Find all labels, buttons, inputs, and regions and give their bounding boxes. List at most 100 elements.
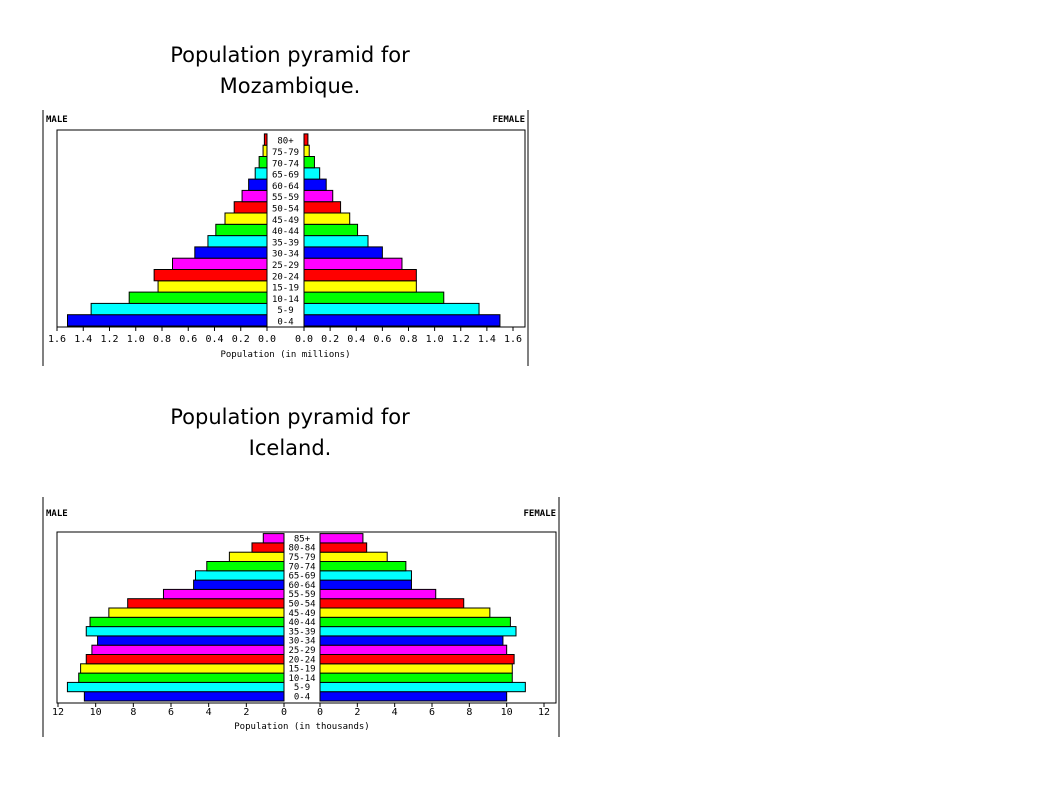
male-bar xyxy=(97,635,285,646)
left-tick-label: 1.0 xyxy=(127,334,145,345)
right-tick-label: 2 xyxy=(354,707,360,718)
left-tick-label: 12 xyxy=(52,707,64,718)
age-group-label: 70-74 xyxy=(272,159,299,169)
left-tick-label: 6 xyxy=(168,707,174,718)
female-bar xyxy=(303,246,383,259)
female-bar xyxy=(303,280,417,293)
iceland-title: Population pyramid for Iceland. xyxy=(90,402,490,464)
age-group-label: 5-9 xyxy=(294,683,310,693)
female-bar xyxy=(319,598,465,609)
right-tick-label: 1.0 xyxy=(426,334,444,345)
age-group-label: 65-69 xyxy=(288,572,315,582)
age-group-label: 50-54 xyxy=(272,205,299,215)
age-group-label: 40-44 xyxy=(288,618,315,628)
right-tick-label: 0.2 xyxy=(321,334,339,345)
male-bar xyxy=(241,189,268,203)
female-bar xyxy=(319,533,364,544)
male-bar xyxy=(66,681,285,693)
female-bar xyxy=(319,635,504,646)
age-group-label: 85+ xyxy=(294,534,311,544)
left-tick-label: 0.6 xyxy=(179,334,197,345)
male-bar xyxy=(248,178,268,191)
age-group-label: 10-14 xyxy=(272,295,299,305)
female-bar xyxy=(319,551,388,563)
male-bar xyxy=(78,672,285,683)
male-bar xyxy=(128,291,268,304)
age-group-label: 80-84 xyxy=(288,544,315,554)
right-tick-label: 0.4 xyxy=(347,334,365,345)
iceland-title-line2: Iceland. xyxy=(248,436,332,460)
left-tick-label: 8 xyxy=(130,707,136,718)
age-group-label: 55-59 xyxy=(272,193,299,203)
age-group-label: 30-34 xyxy=(272,250,299,260)
male-bar xyxy=(233,201,268,214)
male-bar xyxy=(90,302,268,316)
female-bar xyxy=(303,302,480,316)
male-label: MALE xyxy=(46,115,68,125)
age-group-label: 5-9 xyxy=(277,306,293,316)
age-group-label: 45-49 xyxy=(272,216,299,226)
right-tick-label: 0 xyxy=(317,707,323,718)
age-group-label: 35-39 xyxy=(272,238,299,248)
female-bar xyxy=(319,561,407,572)
right-tick-label: 0.0 xyxy=(295,334,313,345)
age-group-label: 15-19 xyxy=(288,665,315,675)
male-bar xyxy=(108,607,285,618)
age-group-label: 70-74 xyxy=(288,562,315,572)
male-bar xyxy=(172,257,268,270)
plot-frame xyxy=(56,531,557,704)
age-group-label: 20-24 xyxy=(288,655,315,665)
age-group-label: 45-49 xyxy=(288,609,315,619)
female-bar xyxy=(319,644,508,655)
right-tick-label: 4 xyxy=(392,707,398,718)
male-bar xyxy=(206,561,285,572)
male-bar xyxy=(258,156,268,169)
right-tick-label: 0.8 xyxy=(399,334,417,345)
male-bar xyxy=(89,616,285,628)
left-tick-label: 2 xyxy=(243,707,249,718)
x-axis-label: Population (in millions) xyxy=(220,350,350,360)
female-bar xyxy=(319,616,511,628)
right-tick-label: 10 xyxy=(501,707,513,718)
female-bar xyxy=(319,691,508,702)
age-group-label: 25-29 xyxy=(272,261,299,271)
male-bar xyxy=(224,212,268,225)
male-bar xyxy=(254,167,268,180)
right-tick-label: 0.6 xyxy=(373,334,391,345)
male-bar xyxy=(194,570,285,581)
male-bar xyxy=(215,223,268,237)
female-bar xyxy=(303,156,315,169)
age-group-label: 25-29 xyxy=(288,646,315,656)
age-group-label: 20-24 xyxy=(272,272,299,282)
female-label: FEMALE xyxy=(523,509,556,519)
female-bar xyxy=(319,542,368,553)
plot-frame xyxy=(56,129,526,328)
female-bar xyxy=(319,626,517,637)
female-label: FEMALE xyxy=(492,115,525,125)
left-tick-label: 0 xyxy=(281,707,287,718)
female-bar xyxy=(303,257,403,270)
male-bar xyxy=(262,533,285,544)
left-tick-label: 1.4 xyxy=(74,334,92,345)
mozambique-title-line1: Population pyramid for xyxy=(170,43,410,67)
female-bar xyxy=(319,607,491,618)
left-tick-label: 10 xyxy=(90,707,102,718)
left-tick-label: 4 xyxy=(206,707,212,718)
age-group-label: 40-44 xyxy=(272,227,299,237)
female-bar xyxy=(303,291,445,304)
female-bar xyxy=(303,144,310,158)
female-bar xyxy=(303,201,342,214)
male-bar xyxy=(80,663,285,674)
left-tick-label: 0.4 xyxy=(205,334,223,345)
female-bar xyxy=(319,570,412,581)
female-bar xyxy=(303,212,351,225)
male-bar xyxy=(263,133,268,146)
male-bar xyxy=(83,691,285,702)
age-group-label: 75-79 xyxy=(272,148,299,158)
age-group-label: 60-64 xyxy=(288,581,315,591)
male-bar xyxy=(251,542,285,553)
female-bar xyxy=(319,663,513,674)
age-group-label: 15-19 xyxy=(272,284,299,294)
male-bar xyxy=(157,280,268,293)
